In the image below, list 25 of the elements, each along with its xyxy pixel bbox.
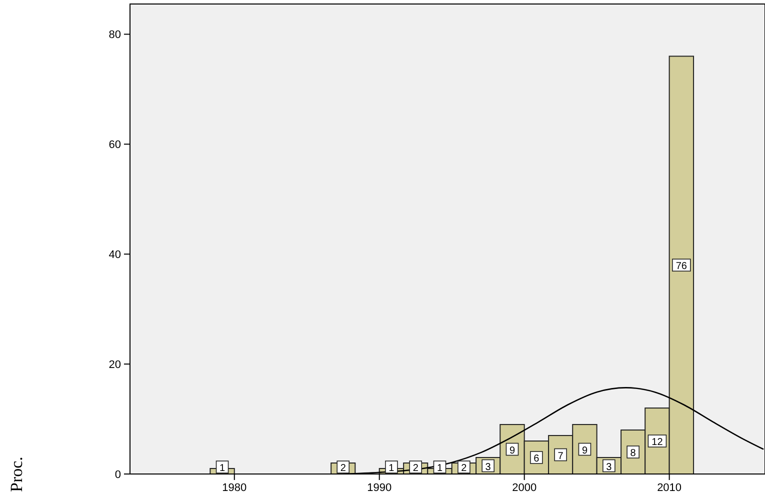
data-label: 1	[388, 463, 395, 474]
data-label: 6	[534, 454, 540, 465]
y-tick-label: 80	[108, 29, 121, 42]
y-tick-label: 40	[108, 249, 121, 262]
x-tick-label: 2010	[657, 482, 682, 494]
data-label: 12	[652, 437, 664, 448]
y-tick-label: 60	[108, 139, 121, 152]
y-axis-title: Proc.	[7, 456, 26, 492]
data-label: 9	[509, 445, 516, 456]
data-label: 2	[340, 463, 346, 474]
data-label: 2	[461, 463, 468, 474]
x-tick-label: 1990	[367, 482, 392, 494]
x-tick-label: 2000	[512, 482, 537, 494]
data-label: 9	[582, 445, 588, 456]
data-label: 2	[412, 463, 419, 474]
data-label: 8	[630, 448, 636, 460]
y-tick-label: 20	[108, 359, 121, 372]
data-label: 3	[485, 462, 492, 473]
data-label: 3	[606, 462, 612, 473]
data-label: 76	[676, 261, 688, 272]
x-tick-label: 1980	[222, 482, 247, 494]
y-tick-label: 0	[114, 469, 121, 481]
data-label: 7	[558, 450, 564, 462]
data-label: 1	[436, 463, 443, 474]
data-label: 1	[219, 463, 226, 474]
